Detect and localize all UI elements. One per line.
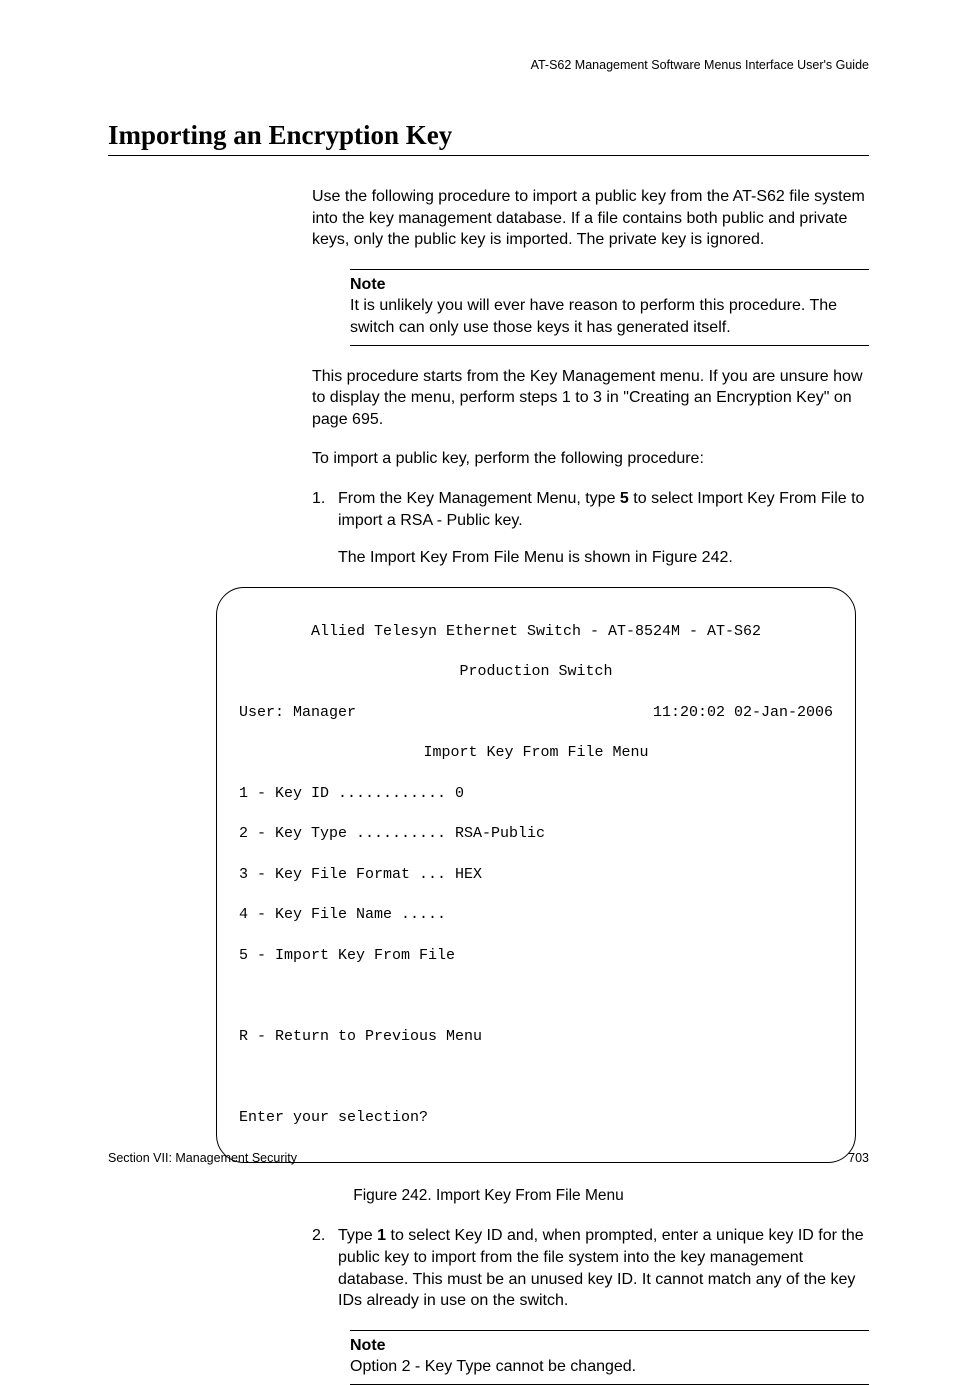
term-line1: Allied Telesyn Ethernet Switch - AT-8524…: [239, 622, 833, 642]
term-line2: Production Switch: [239, 662, 833, 682]
body-column: Use the following procedure to import a …: [312, 186, 869, 569]
paragraph-2: This procedure starts from the Key Manag…: [312, 366, 869, 431]
term-opt3: 3 - Key File Format ... HEX: [239, 865, 833, 885]
procedure-list: From the Key Management Menu, type 5 to …: [312, 488, 869, 569]
term-blank2: [239, 1067, 833, 1087]
running-header: AT-S62 Management Software Menus Interfa…: [108, 58, 869, 72]
intro-paragraph: Use the following procedure to import a …: [312, 186, 869, 251]
term-prompt: Enter your selection?: [239, 1108, 833, 1128]
step1-bold: 5: [620, 490, 629, 507]
body-column-2: Type 1 to select Key ID and, when prompt…: [312, 1225, 869, 1385]
term-opt4: 4 - Key File Name .....: [239, 905, 833, 925]
note-text-2: Option 2 - Key Type cannot be changed.: [350, 1356, 869, 1378]
page: AT-S62 Management Software Menus Interfa…: [0, 0, 954, 1235]
step2-bold: 1: [377, 1227, 386, 1244]
note-block-1: Note It is unlikely you will ever have r…: [350, 269, 869, 346]
term-opt1: 1 - Key ID ............ 0: [239, 784, 833, 804]
title-rule: [108, 155, 869, 156]
term-timestamp: 11:20:02 02-Jan-2006: [653, 703, 833, 723]
note-label-2: Note: [350, 1335, 869, 1357]
figure-caption: Figure 242. Import Key From File Menu: [108, 1187, 869, 1205]
term-menu-title: Import Key From File Menu: [239, 743, 833, 763]
term-opt5: 5 - Import Key From File: [239, 946, 833, 966]
page-footer: Section VII: Management Security 703: [108, 1151, 869, 1165]
note-block-2: Note Option 2 - Key Type cannot be chang…: [350, 1330, 869, 1385]
footer-page-number: 703: [848, 1151, 869, 1165]
note-label: Note: [350, 274, 869, 296]
terminal-screen: Allied Telesyn Ethernet Switch - AT-8524…: [216, 587, 856, 1164]
section-title: Importing an Encryption Key: [108, 120, 869, 151]
term-user: User: Manager: [239, 703, 356, 723]
paragraph-3: To import a public key, perform the foll…: [312, 448, 869, 470]
term-user-row: User: Manager 11:20:02 02-Jan-2006: [239, 703, 833, 723]
procedure-list-2: Type 1 to select Key ID and, when prompt…: [312, 1225, 869, 1311]
step-2: Type 1 to select Key ID and, when prompt…: [312, 1225, 869, 1311]
term-opt2: 2 - Key Type .......... RSA-Public: [239, 824, 833, 844]
step2-post: to select Key ID and, when prompted, ent…: [338, 1227, 864, 1309]
footer-section: Section VII: Management Security: [108, 1151, 297, 1165]
step1-follow: The Import Key From File Menu is shown i…: [338, 547, 869, 569]
term-optR: R - Return to Previous Menu: [239, 1027, 833, 1047]
note-text: It is unlikely you will ever have reason…: [350, 295, 869, 338]
step2-pre: Type: [338, 1227, 377, 1244]
step1-pre: From the Key Management Menu, type: [338, 490, 620, 507]
term-blank1: [239, 986, 833, 1006]
step-1: From the Key Management Menu, type 5 to …: [312, 488, 869, 569]
